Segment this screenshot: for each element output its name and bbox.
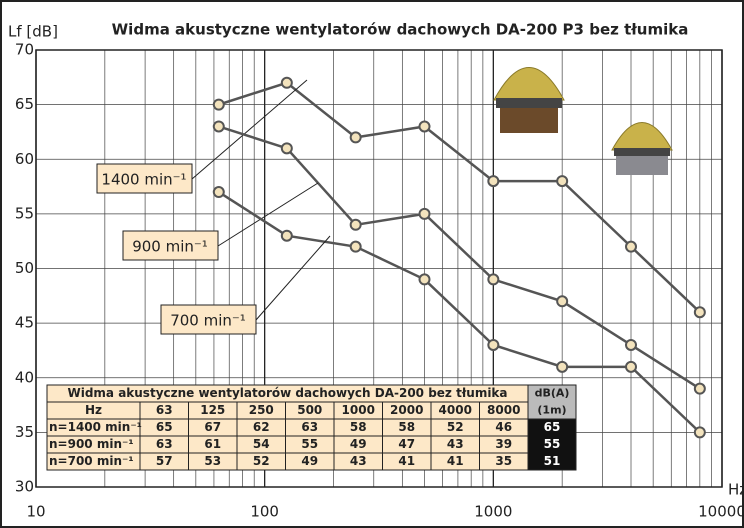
data-point xyxy=(626,242,636,252)
table-cell: 43 xyxy=(350,454,367,468)
data-point xyxy=(282,143,292,153)
table-header: 500 xyxy=(297,403,322,417)
data-point xyxy=(488,340,498,350)
table-cell: 53 xyxy=(204,454,221,468)
table-dba: 55 xyxy=(544,437,561,451)
table-cell: 67 xyxy=(204,420,221,434)
data-point xyxy=(626,340,636,350)
x-tick-label: 10000 xyxy=(698,503,744,521)
table-title: Widma akustyczne wentylatorów dachowych … xyxy=(67,386,507,400)
data-point xyxy=(214,121,224,131)
table-row-label: n=700 min⁻¹ xyxy=(49,454,134,468)
table-row-label: n=1400 min⁻¹ xyxy=(49,420,142,434)
table-header: 125 xyxy=(200,403,225,417)
table-cell: 41 xyxy=(398,454,415,468)
y-tick-label: 35 xyxy=(15,423,34,441)
chart: Widma akustyczne wentylatorów dachowych … xyxy=(0,0,744,528)
table-header: 8000 xyxy=(487,403,520,417)
y-tick-label: 30 xyxy=(15,478,34,496)
table-cell: 55 xyxy=(301,437,318,451)
data-point xyxy=(695,427,705,437)
y-tick-label: 55 xyxy=(15,204,34,222)
x-tick-label: 100 xyxy=(250,503,279,521)
y-tick-label: 65 xyxy=(15,95,34,113)
dba-header: (1m) xyxy=(537,404,566,417)
table-cell: 54 xyxy=(253,437,270,451)
table-cell: 52 xyxy=(447,420,464,434)
table-header: 1000 xyxy=(342,403,375,417)
table-header: 4000 xyxy=(439,403,472,417)
table-dba: 65 xyxy=(544,420,561,434)
table-cell: 52 xyxy=(253,454,270,468)
data-point xyxy=(626,362,636,372)
data-point xyxy=(351,242,361,252)
data-point xyxy=(419,121,429,131)
dba-header: dB(A) xyxy=(535,387,570,400)
table-cell: 49 xyxy=(301,454,318,468)
data-point xyxy=(488,176,498,186)
x-tick-label: 1000 xyxy=(474,503,512,521)
table-cell: 43 xyxy=(447,437,464,451)
x-axis-label: Hz xyxy=(728,481,744,499)
data-point xyxy=(488,274,498,284)
table-cell: 35 xyxy=(495,454,512,468)
table-cell: 41 xyxy=(447,454,464,468)
data-point xyxy=(557,362,567,372)
data-point xyxy=(419,209,429,219)
table-cell: 39 xyxy=(495,437,512,451)
y-tick-label: 40 xyxy=(15,368,34,386)
y-axis-label: Lf [dB] xyxy=(8,23,58,41)
table-cell: 61 xyxy=(204,437,221,451)
data-point xyxy=(419,274,429,284)
table-cell: 63 xyxy=(301,420,318,434)
table-cell: 57 xyxy=(156,454,173,468)
table-cell: 47 xyxy=(398,437,415,451)
y-tick-label: 45 xyxy=(15,314,34,332)
table-cell: 46 xyxy=(495,420,512,434)
data-point xyxy=(351,220,361,230)
table-header: 63 xyxy=(156,403,173,417)
table-cell: 62 xyxy=(253,420,270,434)
legend-label: 900 min⁻¹ xyxy=(132,238,208,256)
chart-title: Widma akustyczne wentylatorów dachowych … xyxy=(112,21,689,39)
legend-label: 1400 min⁻¹ xyxy=(101,171,186,189)
table-cell: 49 xyxy=(350,437,367,451)
table-cell: 58 xyxy=(350,420,367,434)
data-point xyxy=(214,187,224,197)
table-cell: 65 xyxy=(156,420,173,434)
legend-label: 700 min⁻¹ xyxy=(170,312,246,330)
data-point xyxy=(695,307,705,317)
table-dba: 51 xyxy=(544,454,561,468)
data-point xyxy=(557,176,567,186)
data-point xyxy=(351,132,361,142)
table-header: 250 xyxy=(249,403,274,417)
table-cell: 63 xyxy=(156,437,173,451)
table-cell: 58 xyxy=(398,420,415,434)
data-point xyxy=(214,100,224,110)
x-tick-label: 10 xyxy=(26,503,45,521)
data-point xyxy=(282,78,292,88)
data-point xyxy=(695,384,705,394)
table-header: 2000 xyxy=(390,403,423,417)
data-point xyxy=(557,296,567,306)
data-table: Widma akustyczne wentylatorów dachowych … xyxy=(47,385,576,470)
table-row-label: n=900 min⁻¹ xyxy=(49,437,134,451)
table-header: Hz xyxy=(85,403,102,417)
y-tick-label: 50 xyxy=(15,259,34,277)
data-point xyxy=(282,231,292,241)
y-tick-label: 60 xyxy=(15,150,34,168)
y-tick-label: 70 xyxy=(15,41,34,59)
